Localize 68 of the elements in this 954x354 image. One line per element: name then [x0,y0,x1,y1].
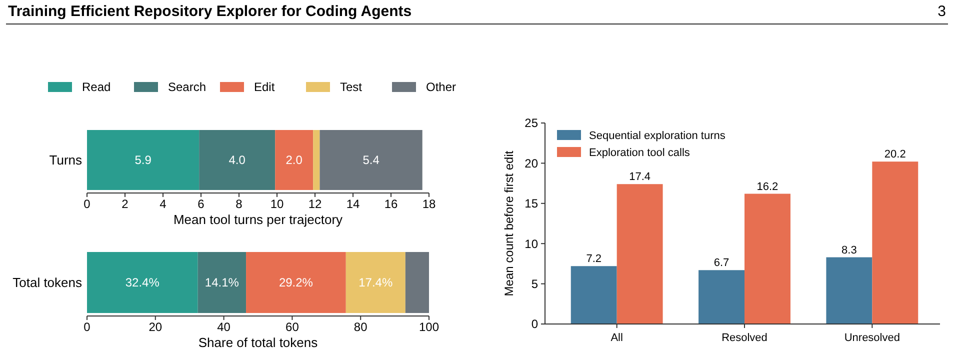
y-tick-label: Total tokens [12,275,82,290]
y-tick-label: 10 [524,236,538,251]
x-tick-label: Unresolved [844,332,900,344]
bar [87,130,200,190]
x-tick-label: 10 [270,197,284,211]
data-label: 6.7 [714,257,730,270]
bar [872,162,918,324]
bar [346,252,406,313]
x-tick-label: 6 [198,197,205,211]
legend-label: Exploration tool calls [589,146,690,159]
data-label: 29.2% [278,276,314,290]
x-tick-label: 12 [308,197,322,211]
legend-label: Read [82,80,111,94]
legend-label: Edit [254,80,276,94]
x-tick-label: 8 [236,197,243,211]
bar [570,266,617,324]
bar [405,252,429,313]
x-tick-label: 100 [418,320,440,334]
bar [198,252,246,313]
data-label: 4.0 [228,153,246,168]
data-label: 5.9 [134,153,152,168]
bar [199,130,276,190]
x-tick-label: Resolved [722,332,768,344]
x-tick-label: 40 [217,320,231,334]
data-label: 32.4% [125,276,160,290]
data-label: 17.4% [358,276,393,290]
x-tick-label: 0 [84,320,91,334]
data-label: 7.2 [586,253,602,266]
chart-title: Training Efficient Repository Explorer for Coding Agents [8,3,412,20]
y-tick-label: 15 [524,196,538,211]
x-tick-label: All [610,332,623,344]
x-tick-label: 2 [122,197,129,211]
data-label: 20.2 [884,148,906,161]
data-label: 14.1% [204,276,240,290]
x-tick-label: 18 [422,197,436,211]
x-tick-label: 60 [286,320,300,334]
data-label: 17.4 [629,171,651,184]
bar [87,252,198,313]
text: 3 [938,3,946,20]
y-tick-label: 20 [524,156,538,170]
bar [826,257,872,324]
y-tick-label: 25 [524,116,538,130]
bar [616,184,663,324]
x-tick-label: 80 [354,320,368,334]
x-axis-title: Share of total tokens [198,335,318,350]
y-tick-label: 5 [531,277,538,291]
legend-label: Other [426,80,456,94]
legend-label: Sequential exploration turns [589,130,726,142]
bar [744,194,790,324]
bar [275,130,314,190]
data-label: 8.3 [842,244,857,256]
x-tick-label: 16 [384,197,398,211]
data-label: 16.2 [756,180,778,193]
x-tick-label: 20 [148,320,162,334]
legend-label: Test [340,80,363,94]
x-tick-label: 14 [346,197,360,211]
bar [698,270,744,324]
y-axis-title: Mean count before first edit [502,150,516,296]
x-tick-label: 0 [84,197,91,211]
data-label: 2.0 [286,153,303,168]
bar [320,130,422,190]
y-tick-label: Turns [49,152,82,168]
x-axis-title: Mean tool turns per trajectory [173,212,344,227]
legend-label: Search [168,80,206,94]
data-label: 5.4 [362,153,380,168]
bar [246,252,346,313]
bar [313,130,320,190]
x-tick-label: 4 [160,197,167,211]
